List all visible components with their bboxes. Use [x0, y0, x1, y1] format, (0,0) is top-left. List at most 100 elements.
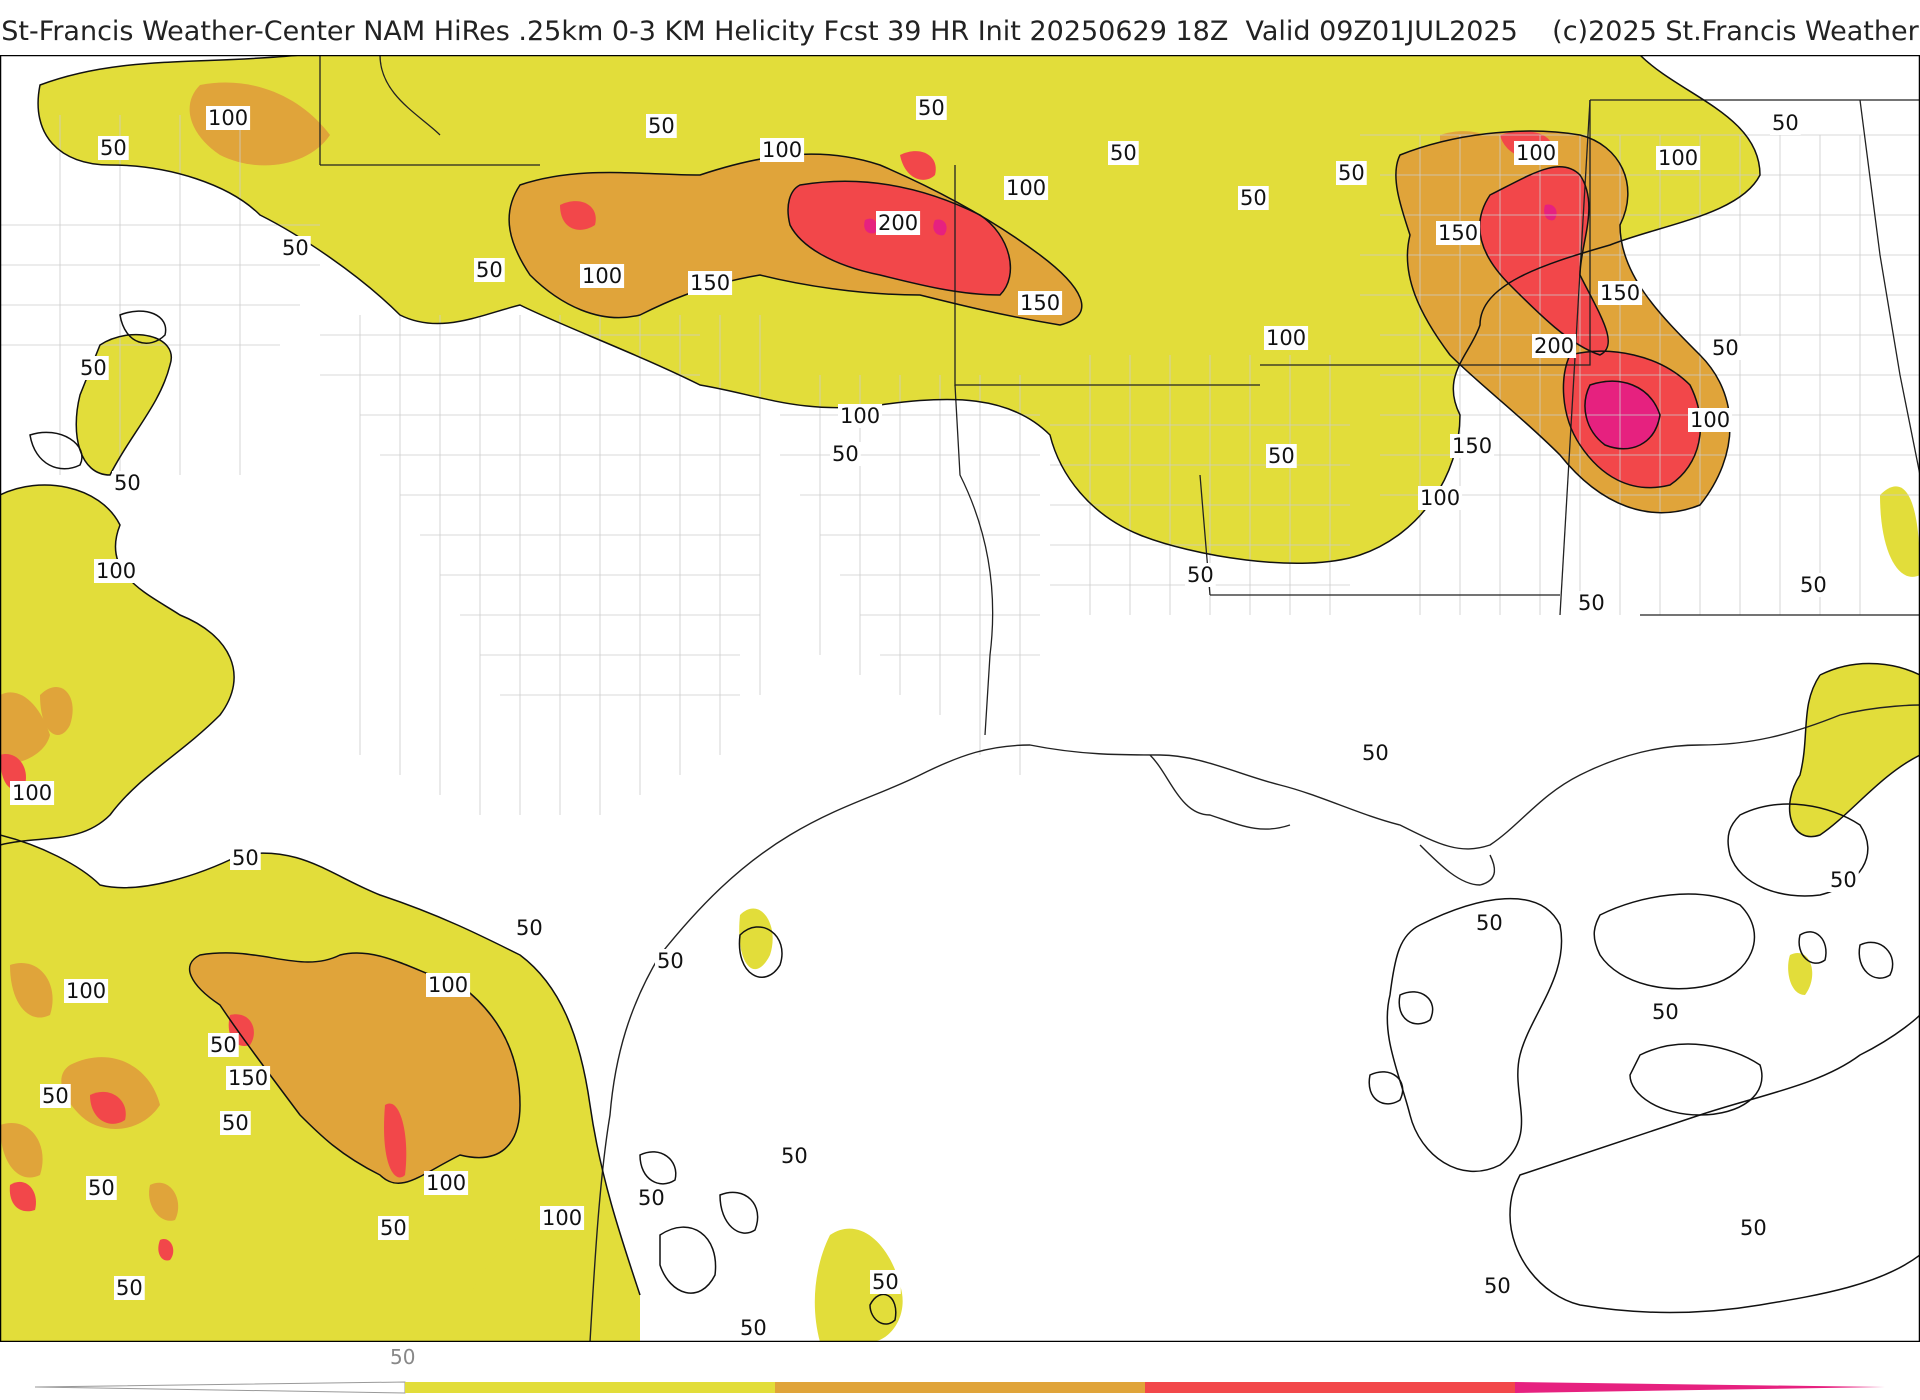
contour-label: 100	[1658, 146, 1698, 170]
contour-label: 100	[12, 781, 52, 805]
contour-label-halo	[1514, 141, 1559, 165]
contour-label: 50	[1578, 591, 1605, 615]
contour-label-halo	[112, 471, 143, 495]
contour-label-halo	[1185, 563, 1216, 587]
contour-label-halo	[1360, 741, 1391, 765]
contour-label: 50	[781, 1144, 808, 1168]
contour-label: 50	[1268, 444, 1295, 468]
contour-label: 100	[762, 138, 802, 162]
contour-label: 50	[1740, 1216, 1767, 1240]
contour-label-halo	[1770, 111, 1801, 135]
contour-label: 50	[740, 1316, 767, 1340]
contour-label-halo	[1828, 868, 1859, 892]
contour-label-halo	[916, 96, 947, 120]
contour-label: 50	[114, 471, 141, 495]
contour-label-halo	[760, 138, 805, 162]
contour-label-halo	[230, 846, 261, 870]
contour-label-halo	[870, 1270, 901, 1294]
contour-label-halo	[10, 781, 55, 805]
contour-label-halo	[1018, 291, 1063, 315]
helicity-fill-50	[0, 55, 1920, 1342]
contour-label: 50	[100, 136, 127, 160]
contour-label-halo	[424, 1171, 469, 1195]
contour-label: 50	[1772, 111, 1799, 135]
contour-label: 100	[1266, 326, 1306, 350]
contour-label: 50	[872, 1270, 899, 1294]
contour-label-halo	[655, 949, 686, 973]
contour-label: 50	[648, 114, 675, 138]
contour-label-halo	[94, 559, 139, 583]
contour-label-halo	[580, 264, 625, 288]
contour-label-halo	[1418, 486, 1463, 510]
contour-label-halo	[1738, 1216, 1769, 1240]
contour-label-halo	[1238, 186, 1269, 210]
contour-label: 50	[88, 1176, 115, 1200]
helicity-map: 100 50 50 50 100 50 100 150 200 100 150 …	[0, 55, 1920, 1342]
contour-label-halo	[636, 1186, 667, 1210]
contour-label: 150	[1452, 434, 1492, 458]
colorbar-bin-100	[775, 1382, 1145, 1393]
contour-label: 100	[1420, 486, 1460, 510]
contour-label: 50	[116, 1276, 143, 1300]
contour-label: 50	[657, 949, 684, 973]
contour-label-halo	[1004, 176, 1049, 200]
contour-label: 50	[1830, 868, 1857, 892]
contour-label-halo	[1532, 334, 1577, 358]
contour-label: 200	[1534, 334, 1574, 358]
contour-label: 50	[380, 1216, 407, 1240]
map-title: St-Francis Weather-Center NAM HiRes .25k…	[0, 16, 1920, 47]
coastline	[589, 704, 1920, 1342]
contour-label-halo	[114, 1276, 145, 1300]
copyright-text: (c)2025 St.Francis Weather	[1552, 16, 1919, 47]
contour-label: 50	[232, 846, 259, 870]
colorbar-tick-label: 50	[390, 1345, 415, 1369]
contour-label-halo	[86, 1176, 117, 1200]
contour-label: 50	[516, 916, 543, 940]
contour-label: 50	[1240, 186, 1267, 210]
contour-label-halo	[876, 211, 921, 235]
contour-label: 200	[878, 211, 918, 235]
contour-label: 50	[282, 236, 309, 260]
contour-label-halo	[646, 114, 677, 138]
contour-label-halo	[514, 916, 545, 940]
contour-label: 50	[1652, 1000, 1679, 1024]
contour-label-halo	[220, 1111, 251, 1135]
contour-label-halo	[830, 442, 861, 466]
contour-label: 150	[1020, 291, 1060, 315]
contour-label: 50	[476, 258, 503, 282]
contour-label-halo	[1474, 911, 1505, 935]
contour-labels: 100 50 50 50 100 50 100 150 200 100 150 …	[10, 96, 1859, 1340]
contour-label-halo	[98, 136, 129, 160]
contour-label-halo	[1656, 146, 1701, 170]
contour-label-halo	[206, 106, 251, 130]
contour-label: 50	[1338, 161, 1365, 185]
colorbar-high-triangle	[1515, 1382, 1885, 1393]
contour-label: 150	[1438, 221, 1478, 245]
contour-label: 50	[1476, 911, 1503, 935]
contour-label-halo	[226, 1066, 271, 1090]
contour-label-halo	[1598, 281, 1643, 305]
contour-label: 100	[582, 264, 622, 288]
contour-label: 50	[1362, 741, 1389, 765]
contour-label: 150	[690, 271, 730, 295]
contour-label-halo	[688, 271, 733, 295]
contour-label: 50	[42, 1084, 69, 1108]
contour-label-halo	[378, 1216, 409, 1240]
contour-label-halo	[1576, 591, 1607, 615]
contour-label-halo	[540, 1206, 585, 1230]
contour-label: 50	[1484, 1274, 1511, 1298]
contour-label-halo	[78, 356, 109, 380]
contour-label: 50	[1712, 336, 1739, 360]
contour-label-halo	[1688, 408, 1733, 432]
contour-label: 150	[228, 1066, 268, 1090]
colorbar: 50	[34, 1345, 1885, 1394]
contour-label-halo	[64, 979, 109, 1003]
contour-label-halo	[779, 1144, 810, 1168]
contour-label: 150	[1600, 281, 1640, 305]
contour-label-halo	[1436, 221, 1481, 245]
contour-label-halo	[208, 1033, 239, 1057]
contour-label: 100	[66, 979, 106, 1003]
contour-label: 50	[1800, 573, 1827, 597]
contour-label-halo	[280, 236, 311, 260]
contour-label: 100	[426, 1171, 466, 1195]
